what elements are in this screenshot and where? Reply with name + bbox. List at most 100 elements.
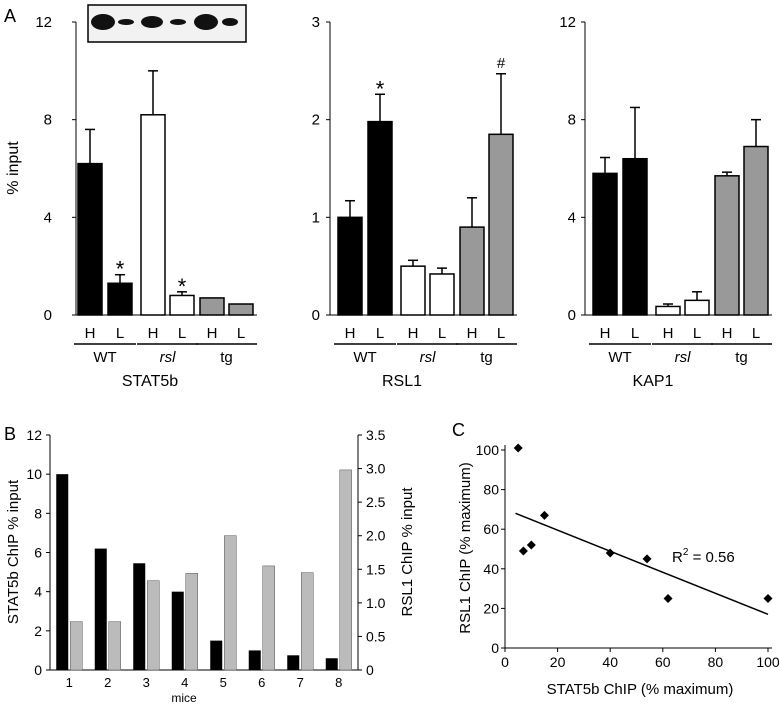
panel-label-a: A — [4, 6, 16, 26]
stat5b-category-label: H — [85, 325, 96, 342]
stat5b-bar — [228, 303, 254, 316]
rsl1-title: RSL1 — [382, 373, 422, 390]
kap1-category-label: H — [600, 325, 611, 342]
stat5b-category-label: L — [116, 325, 124, 342]
mice-rsl1-bar — [262, 565, 275, 671]
mice-stat5b-bar — [248, 650, 261, 670]
kap1-category-label: H — [663, 325, 674, 342]
mice-right-tick-label: 2.5 — [366, 494, 386, 510]
rsl1-bar — [488, 133, 514, 316]
mice-right-axis-label: RSL1 ChIP % input — [399, 487, 416, 617]
mice-left-axis-label: STAT5b ChIP % input — [5, 479, 22, 624]
kap1-y-tick-label: 0 — [568, 307, 576, 324]
scatter-y-tick-label: 20 — [483, 600, 499, 616]
rsl1-category-label: H — [345, 325, 356, 342]
mice-category-label: 4 — [181, 675, 188, 690]
stat5b-category-label: L — [178, 325, 186, 342]
mice-left-tick-label: 8 — [34, 505, 42, 521]
scatter-y-tick-label: 40 — [483, 561, 499, 577]
rsl1-y-tick-label: 3 — [312, 14, 320, 31]
rsl1-group-label: WT — [353, 349, 376, 366]
mice-stat5b-bar — [287, 655, 300, 670]
kap1-category-label: L — [631, 325, 639, 342]
stat5b-group-label: rsl — [160, 349, 176, 366]
mice-right-tick-label: 2.0 — [366, 528, 386, 544]
stat5b-category-label: H — [207, 325, 218, 342]
stat5b-significance-mark: * — [116, 257, 125, 282]
kap1-title: KAP1 — [633, 373, 674, 390]
kap1-bar — [622, 157, 648, 316]
mice-category-label: 2 — [104, 675, 111, 690]
kap1-category-label: H — [722, 325, 733, 342]
rsl1-bar — [400, 265, 426, 316]
scatter-y-label: RSL1 ChIP (% maximum) — [457, 462, 474, 633]
mice-category-label: 8 — [335, 675, 342, 690]
rsl1-category-label: L — [438, 325, 446, 342]
stat5b-category-label: L — [237, 325, 245, 342]
mice-rsl1-bar — [185, 573, 198, 671]
scatter-point — [605, 548, 615, 558]
rsl1-group-label: rsl — [420, 349, 436, 366]
stat5b-significance-mark: * — [178, 274, 187, 299]
kap1-group-label: rsl — [675, 349, 691, 366]
mice-rsl1-bar — [301, 572, 314, 671]
mice-right-tick-label: 3.5 — [366, 427, 386, 443]
mice-left-tick-label: 6 — [34, 545, 42, 561]
western-blot-band — [118, 19, 134, 25]
panel-label-b: B — [4, 424, 16, 444]
scatter-x-tick-label: 60 — [655, 654, 671, 670]
kap1-y-tick-label: 12 — [559, 14, 576, 31]
mice-rsl1-bar — [108, 621, 121, 671]
mice-right-tick-label: 1.0 — [366, 595, 386, 611]
scatter-point — [642, 554, 652, 564]
scatter-point — [518, 546, 528, 556]
mice-stat5b-bar — [94, 548, 107, 670]
mice-left-tick-label: 0 — [34, 662, 42, 678]
mice-stat5b-bar — [56, 474, 69, 670]
mice-left-tick-label: 2 — [34, 623, 42, 639]
western-blot-band — [170, 19, 186, 25]
rsl1-bar — [459, 226, 485, 316]
rsl1-category-label: L — [376, 325, 384, 342]
kap1-group-label: tg — [735, 349, 748, 366]
rsl1-y-tick-label: 1 — [312, 209, 320, 226]
stat5b-title: STAT5b — [122, 373, 178, 390]
western-blot-band — [194, 14, 218, 30]
mice-right-tick-label: 1.5 — [366, 561, 386, 577]
stat5b-y-tick-label: 12 — [35, 14, 52, 31]
scatter-y-tick-label: 80 — [483, 482, 499, 498]
stat5b-y-label: % input — [5, 141, 22, 195]
scatter-x-tick-label: 20 — [550, 654, 566, 670]
rsl1-bar — [429, 273, 455, 316]
mice-category-label: 6 — [258, 675, 265, 690]
mice-category-label: 3 — [143, 675, 150, 690]
scatter-y-tick-label: 60 — [483, 521, 499, 537]
kap1-y-tick-label: 8 — [568, 112, 576, 129]
scatter-y-tick-label: 0 — [491, 640, 499, 656]
western-blot-band — [141, 16, 163, 28]
mice-right-tick-label: 3.0 — [366, 461, 386, 477]
scatter-point — [539, 510, 549, 520]
rsl1-category-label: H — [408, 325, 419, 342]
mice-category-label: 1 — [66, 675, 73, 690]
stat5b-bar — [199, 297, 225, 316]
mice-rsl1-bar — [147, 580, 160, 671]
kap1-bar — [684, 299, 710, 316]
mice-left-tick-label: 4 — [34, 584, 42, 600]
rsl1-y-tick-label: 0 — [312, 307, 320, 324]
mice-stat5b-bar — [133, 563, 146, 670]
mice-left-tick-label: 12 — [26, 427, 42, 443]
rsl1-group-label: tg — [480, 349, 493, 366]
scatter-x-label: STAT5b ChIP (% maximum) — [547, 681, 734, 698]
scatter-x-tick-label: 0 — [501, 654, 509, 670]
mice-stat5b-bar — [210, 640, 223, 670]
mice-rsl1-bar — [224, 535, 237, 671]
stat5b-group-label: WT — [93, 349, 116, 366]
mice-category-label: 5 — [220, 675, 227, 690]
kap1-group-label: WT — [608, 349, 631, 366]
